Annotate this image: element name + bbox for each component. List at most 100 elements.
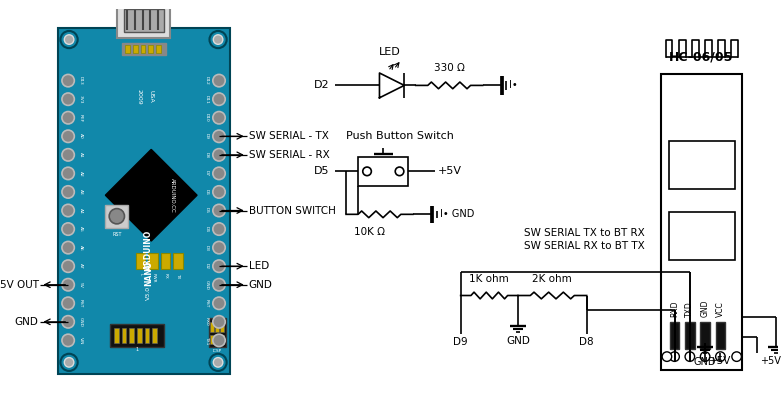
Bar [122, 328, 127, 343]
Circle shape [213, 316, 225, 328]
Text: SW SERIAL - TX: SW SERIAL - TX [249, 131, 328, 141]
Circle shape [213, 334, 225, 346]
Circle shape [701, 352, 710, 361]
Circle shape [109, 208, 124, 224]
Circle shape [64, 35, 74, 44]
Circle shape [62, 223, 74, 235]
Circle shape [662, 352, 672, 361]
Circle shape [395, 167, 404, 176]
Bar [701, 322, 710, 349]
Circle shape [213, 35, 223, 44]
Text: GND: GND [78, 317, 83, 327]
Text: I• GND: I• GND [439, 209, 474, 219]
Text: +5V: +5V [438, 166, 461, 176]
Bar [106, 205, 128, 228]
Text: GND: GND [15, 317, 38, 327]
Circle shape [62, 112, 74, 124]
Bar [145, 328, 149, 343]
Bar [716, 322, 725, 349]
Text: A3: A3 [78, 189, 83, 195]
Text: ARDUINO: ARDUINO [144, 230, 152, 270]
Circle shape [62, 297, 74, 310]
Text: D6: D6 [205, 189, 209, 195]
Circle shape [62, 149, 74, 161]
Text: 3V3: 3V3 [78, 95, 83, 104]
Text: SW SERIAL TX to BT RX: SW SERIAL TX to BT RX [525, 228, 645, 238]
Circle shape [62, 316, 74, 328]
Text: GND: GND [694, 357, 716, 367]
Text: RST: RST [78, 299, 83, 308]
Text: 5V OUT: 5V OUT [0, 280, 38, 290]
Text: 1K ohm: 1K ohm [469, 274, 509, 284]
Bar [136, 254, 145, 269]
Bar [110, 324, 163, 347]
Text: RST: RST [112, 232, 121, 236]
Text: TXD: TXD [685, 301, 694, 316]
Text: SW SERIAL RX to BT TX: SW SERIAL RX to BT TX [525, 241, 645, 251]
Bar [117, 0, 170, 38]
Text: D7: D7 [205, 170, 209, 176]
Text: LED: LED [379, 47, 401, 57]
Bar [149, 45, 153, 53]
Text: 2009: 2009 [136, 89, 142, 105]
Circle shape [213, 242, 225, 254]
Circle shape [60, 354, 77, 371]
Bar [215, 322, 219, 332]
Text: VCC: VCC [716, 301, 725, 316]
Text: RX0: RX0 [205, 318, 209, 326]
Text: 330 Ω: 330 Ω [434, 63, 465, 73]
Circle shape [732, 352, 741, 361]
Bar [122, 43, 166, 55]
Text: D5: D5 [314, 166, 330, 176]
Bar [669, 212, 735, 260]
Bar [141, 45, 145, 53]
Text: LED: LED [249, 261, 269, 271]
Text: D2: D2 [314, 80, 330, 90]
Text: D8: D8 [205, 152, 209, 158]
Bar [220, 322, 224, 332]
Text: BUTTON SWITCH: BUTTON SWITCH [249, 206, 335, 216]
Text: +5V: +5V [759, 356, 780, 366]
Text: D8: D8 [579, 336, 594, 346]
Text: D12: D12 [205, 76, 209, 85]
Circle shape [213, 112, 225, 124]
Polygon shape [106, 149, 197, 241]
Text: 1: 1 [135, 347, 138, 352]
Text: SW SERIAL - RX: SW SERIAL - RX [249, 150, 329, 160]
Text: GND: GND [506, 336, 530, 346]
Bar [129, 328, 134, 343]
Circle shape [210, 354, 227, 371]
Text: REF: REF [78, 114, 83, 122]
Bar [210, 335, 214, 344]
Circle shape [213, 93, 225, 105]
Circle shape [62, 186, 74, 198]
Circle shape [213, 167, 225, 180]
Text: D3: D3 [205, 245, 209, 251]
Circle shape [62, 93, 74, 105]
Text: RXD: RXD [670, 300, 679, 316]
Circle shape [213, 186, 225, 198]
Text: A2: A2 [78, 170, 83, 176]
Text: D2: D2 [205, 263, 209, 269]
Text: PWR: PWR [151, 272, 155, 282]
Bar [149, 254, 158, 269]
Circle shape [213, 297, 225, 310]
Circle shape [62, 130, 74, 142]
Circle shape [62, 74, 74, 87]
Text: +5V: +5V [709, 356, 732, 366]
Text: V3.0: V3.0 [146, 286, 151, 300]
Text: D9: D9 [454, 336, 468, 346]
Bar [125, 45, 131, 53]
Text: D11: D11 [205, 95, 209, 104]
Bar [670, 322, 680, 349]
Circle shape [62, 242, 74, 254]
Circle shape [213, 223, 225, 235]
Circle shape [685, 352, 694, 361]
Text: RX: RX [163, 272, 167, 278]
Text: I•: I• [509, 80, 518, 90]
Bar [685, 322, 694, 349]
Circle shape [62, 204, 74, 217]
Bar [156, 45, 161, 53]
Circle shape [363, 167, 371, 176]
Bar [152, 328, 157, 343]
